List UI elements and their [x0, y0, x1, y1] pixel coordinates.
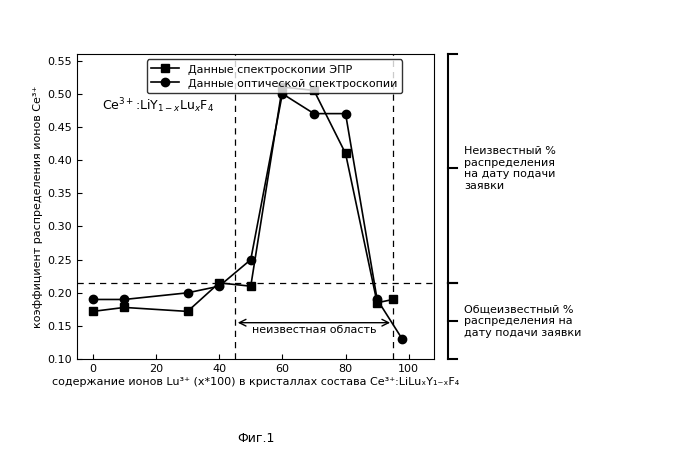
Данные спектроскопии ЭПР: [309, 88, 318, 93]
Данные спектроскопии ЭПР: [183, 309, 192, 314]
Данные оптической спектроскопии: [373, 297, 382, 302]
Данные оптической спектроскопии: [398, 337, 407, 342]
Данные оптической спектроскопии: [309, 111, 318, 116]
Данные спектроскопии ЭПР: [389, 297, 397, 302]
X-axis label: содержание ионов Lu³⁺ (х*100) в кристаллах состава Ce³⁺:LiLuₓY₁₋ₓF₄: содержание ионов Lu³⁺ (х*100) в кристалл…: [52, 377, 459, 387]
Данные оптической спектроскопии: [278, 91, 286, 97]
Text: Фиг.1: Фиг.1: [237, 431, 274, 445]
Text: Ce$^{3+}$:LiY$_{1-x}$Lu$_x$F$_4$: Ce$^{3+}$:LiY$_{1-x}$Lu$_x$F$_4$: [102, 97, 214, 115]
Y-axis label: коэффициент распределения ионов Ce³⁺: коэффициент распределения ионов Ce³⁺: [33, 85, 43, 328]
Данные оптической спектроскопии: [246, 257, 255, 262]
Данные оптической спектроскопии: [89, 297, 97, 302]
Данные оптической спектроскопии: [183, 290, 192, 295]
Данные спектроскопии ЭПР: [373, 300, 382, 305]
Text: Неизвестный %
распределения
на дату подачи
заявки: Неизвестный % распределения на дату пода…: [464, 146, 556, 191]
Данные оптической спектроскопии: [215, 283, 223, 289]
Данные спектроскопии ЭПР: [215, 280, 223, 286]
Text: Общеизвестный %
распределения на
дату подачи заявки: Общеизвестный % распределения на дату по…: [464, 304, 582, 338]
Данные спектроскопии ЭПР: [342, 151, 350, 156]
Legend: Данные спектроскопии ЭПР, Данные оптической спектроскопии: Данные спектроскопии ЭПР, Данные оптичес…: [147, 59, 402, 93]
Данные спектроскопии ЭПР: [246, 283, 255, 289]
Данные спектроскопии ЭПР: [278, 84, 286, 90]
Line: Данные спектроскопии ЭПР: Данные спектроскопии ЭПР: [89, 83, 397, 316]
Line: Данные оптической спектроскопии: Данные оптической спектроскопии: [89, 89, 407, 343]
Данные спектроскопии ЭПР: [89, 309, 97, 314]
Данные оптической спектроскопии: [342, 111, 350, 116]
Text: неизвестная область: неизвестная область: [252, 325, 376, 335]
Данные оптической спектроскопии: [120, 297, 129, 302]
Данные спектроскопии ЭПР: [120, 305, 129, 310]
